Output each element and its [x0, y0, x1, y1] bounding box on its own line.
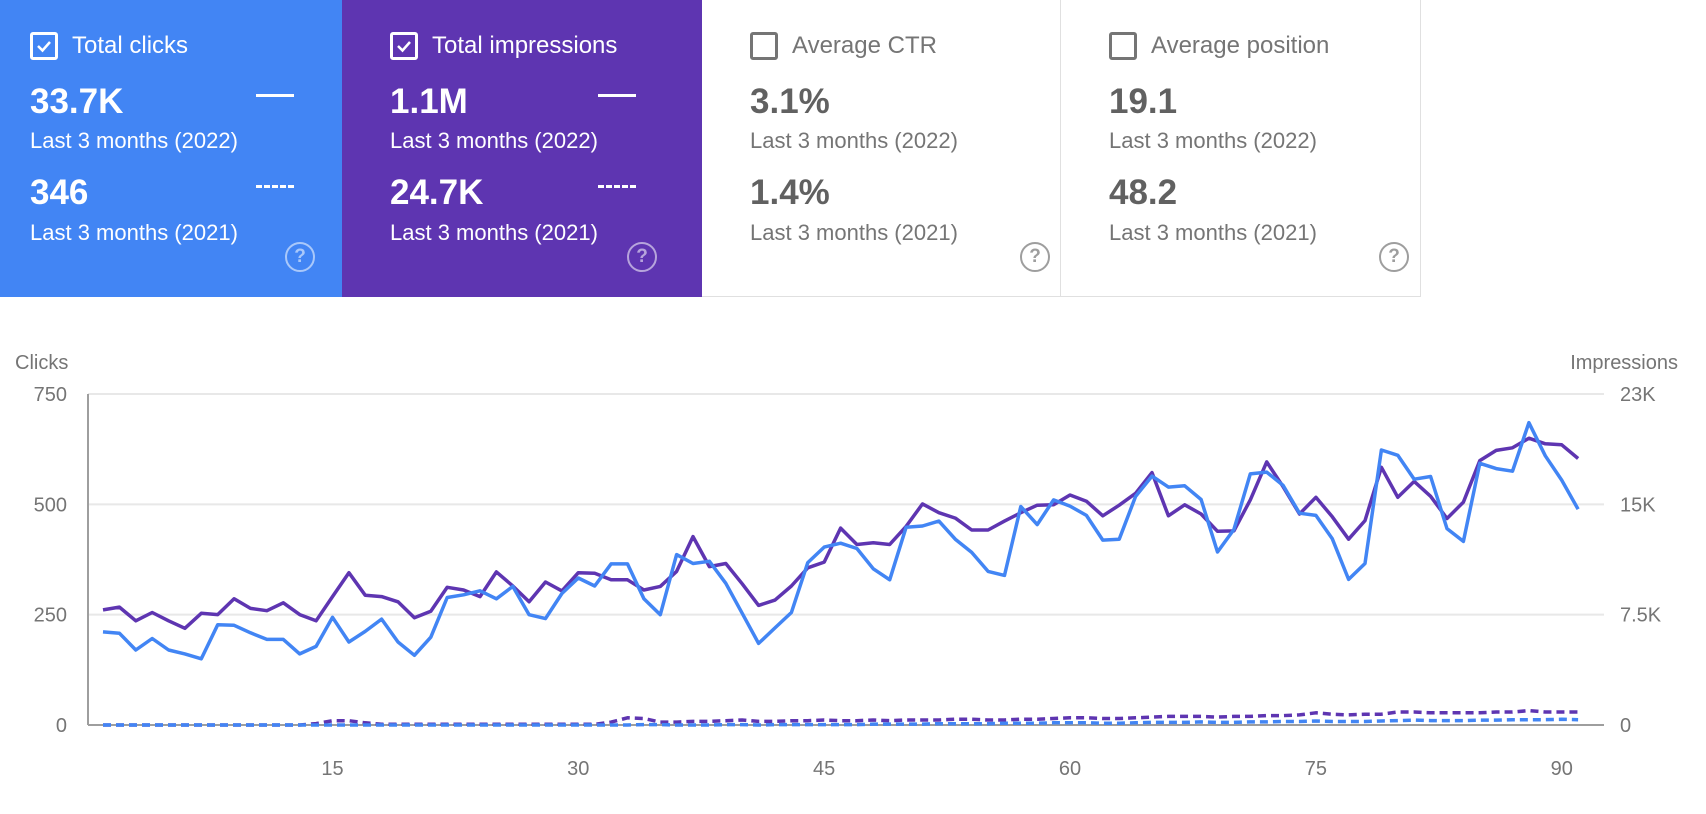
checkbox-unchecked-icon[interactable]	[1109, 32, 1137, 60]
current-period: Last 3 months (2022)	[750, 128, 958, 153]
left-tick-label: 750	[34, 384, 67, 406]
solid-line-legend-icon	[256, 94, 294, 97]
right-tick-label: 0	[1620, 715, 1631, 737]
x-tick-label: 45	[813, 758, 835, 780]
card-label: Average position	[1151, 32, 1330, 59]
help-icon[interactable]: ?	[627, 242, 657, 272]
right-tick-label: 7.5K	[1620, 605, 1662, 627]
previous-period: Last 3 months (2021)	[750, 220, 958, 245]
metric-card-total-impressions[interactable]: Total impressions 1.1M Last 3 months (20…	[342, 0, 702, 297]
dashed-line-legend-icon	[256, 185, 294, 188]
average-ctr-toggle[interactable]: Average CTR	[750, 32, 937, 60]
x-tick-label: 30	[567, 758, 589, 780]
left-tick-label: 0	[56, 715, 67, 737]
current-period: Last 3 months (2022)	[30, 128, 238, 153]
series-line-impressions-2022	[102, 436, 1580, 631]
card-label: Total clicks	[72, 32, 189, 59]
previous-value: 24.7K	[390, 173, 484, 212]
help-icon[interactable]: ?	[1020, 242, 1050, 272]
series-line-clicks-2021	[103, 717, 1579, 727]
x-tick-label: 90	[1551, 758, 1573, 780]
right-axis-title: Impressions	[1570, 352, 1678, 374]
checkbox-unchecked-icon[interactable]	[750, 32, 778, 60]
average-position-toggle[interactable]: Average position	[1109, 32, 1329, 60]
current-period: Last 3 months (2022)	[390, 128, 598, 153]
current-value: 33.7K	[30, 82, 124, 121]
previous-value: 346	[30, 173, 89, 212]
left-tick-label: 250	[34, 605, 67, 627]
current-period: Last 3 months (2022)	[1109, 128, 1317, 153]
current-value: 1.1M	[390, 82, 468, 121]
previous-period: Last 3 months (2021)	[1109, 220, 1317, 245]
previous-value: 1.4%	[750, 173, 830, 212]
x-tick-label: 15	[321, 758, 343, 780]
current-value: 19.1	[1109, 82, 1178, 121]
help-icon[interactable]: ?	[1379, 242, 1409, 272]
x-tick-label: 60	[1059, 758, 1081, 780]
solid-line-legend-icon	[598, 94, 636, 97]
previous-period: Last 3 months (2021)	[390, 220, 598, 245]
card-label: Average CTR	[792, 32, 937, 59]
left-tick-label: 500	[34, 494, 67, 516]
total-impressions-toggle[interactable]: Total impressions	[390, 32, 617, 60]
checkbox-checked-icon[interactable]	[30, 32, 58, 60]
x-tick-label: 75	[1305, 758, 1327, 780]
card-label: Total impressions	[432, 32, 618, 59]
series-line-clicks-2022	[102, 420, 1580, 661]
dashed-line-legend-icon	[598, 185, 636, 188]
metric-card-average-ctr[interactable]: Average CTR 3.1% Last 3 months (2022) 1.…	[702, 0, 1061, 297]
right-tick-label: 15K	[1620, 494, 1656, 516]
total-clicks-toggle[interactable]: Total clicks	[30, 32, 188, 60]
current-value: 3.1%	[750, 82, 830, 121]
previous-period: Last 3 months (2021)	[30, 220, 238, 245]
previous-value: 48.2	[1109, 173, 1178, 212]
metric-card-total-clicks[interactable]: Total clicks 33.7K Last 3 months (2022) …	[0, 0, 342, 297]
checkbox-checked-icon[interactable]	[390, 32, 418, 60]
help-icon[interactable]: ?	[285, 242, 315, 272]
metric-card-average-position[interactable]: Average position 19.1 Last 3 months (202…	[1061, 0, 1421, 297]
right-tick-label: 23K	[1620, 384, 1656, 406]
left-axis-title: Clicks	[15, 352, 68, 374]
